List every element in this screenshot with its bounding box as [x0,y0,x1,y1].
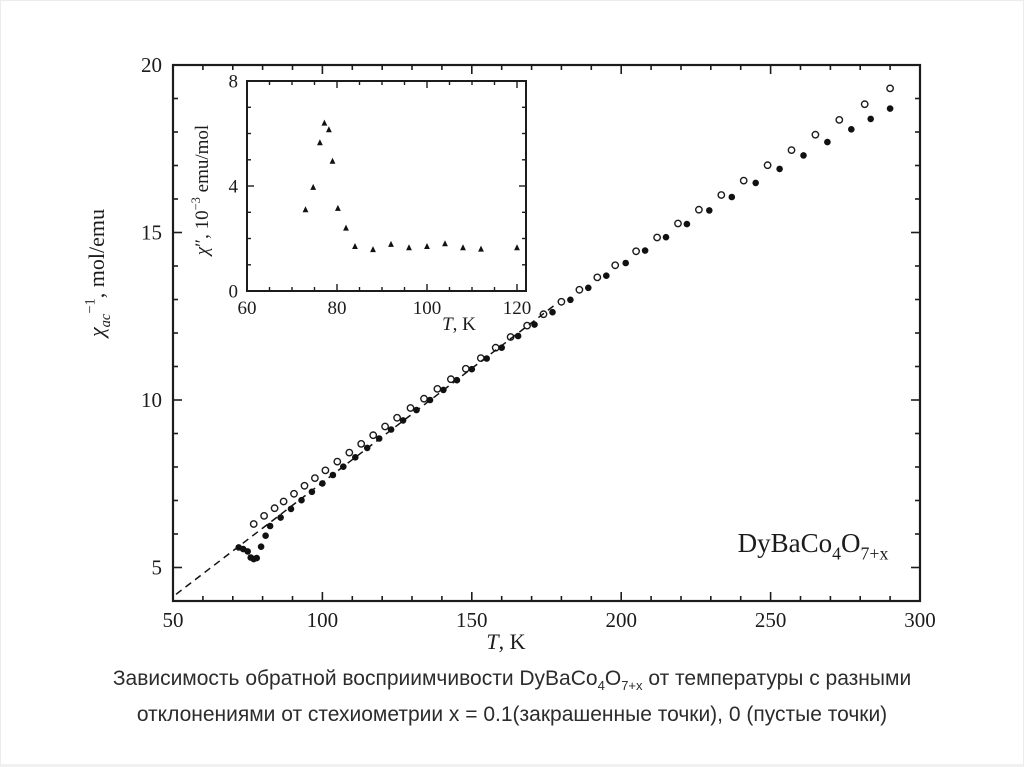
chart-inset: 60 80 100 120 0 4 8 T, K χ″, 10−3 emu/mol [189,72,531,336]
inset-series-filled-triangle [302,119,520,253]
main-y-axis-label: χac−1, mol/emu [83,209,114,339]
main-x-axis-label: T, K [486,629,525,654]
inset-x-axis-label: T, K [442,314,476,335]
svg-text:20: 20 [141,53,162,77]
main-tick-labels: 50 100 150 200 250 300 5 10 15 20 [141,53,936,632]
main-series-dashed-line [175,303,556,595]
main-axis-ticks [173,65,920,601]
svg-text:15: 15 [141,221,162,245]
svg-text:50: 50 [163,608,184,632]
svg-text:100: 100 [307,608,339,632]
svg-text:5: 5 [152,556,163,580]
main-series-open-circle [249,84,894,528]
svg-text:8: 8 [229,72,239,93]
inset-y-axis-label: χ″, 10−3 emu/mol [189,125,213,257]
svg-text:300: 300 [904,608,936,632]
caption-line-2: отклонениями от стехиометрии x = 0.1(зак… [136,703,888,727]
svg-text:200: 200 [605,608,637,632]
svg-text:0: 0 [229,282,239,303]
svg-text:120: 120 [503,298,532,319]
svg-text:150: 150 [456,608,488,632]
main-sample-annotation: DyBaCo4O7+x [738,528,889,563]
inverse-susceptibility-chart: 50 100 150 200 250 300 5 10 15 20 T, K χac−1, mol/e… [83,53,936,654]
svg-text:250: 250 [755,608,787,632]
inset-axis-ticks [247,81,526,291]
figure-caption: Зависимость обратной восприимчивости DyB… [1,664,1023,729]
caption-line-1: Зависимость обратной восприимчивости DyB… [112,667,912,694]
svg-text:100: 100 [413,298,442,319]
svg-text:4: 4 [229,177,239,198]
chart-main: 50 100 150 200 250 300 5 10 15 20 T, K χac−1, mol/e… [83,53,936,654]
svg-text:60: 60 [238,298,257,319]
svg-text:80: 80 [328,298,347,319]
svg-text:10: 10 [141,388,162,412]
inset-plot-frame [246,80,527,292]
inset-tick-labels: 60 80 100 120 0 4 8 [229,72,532,320]
